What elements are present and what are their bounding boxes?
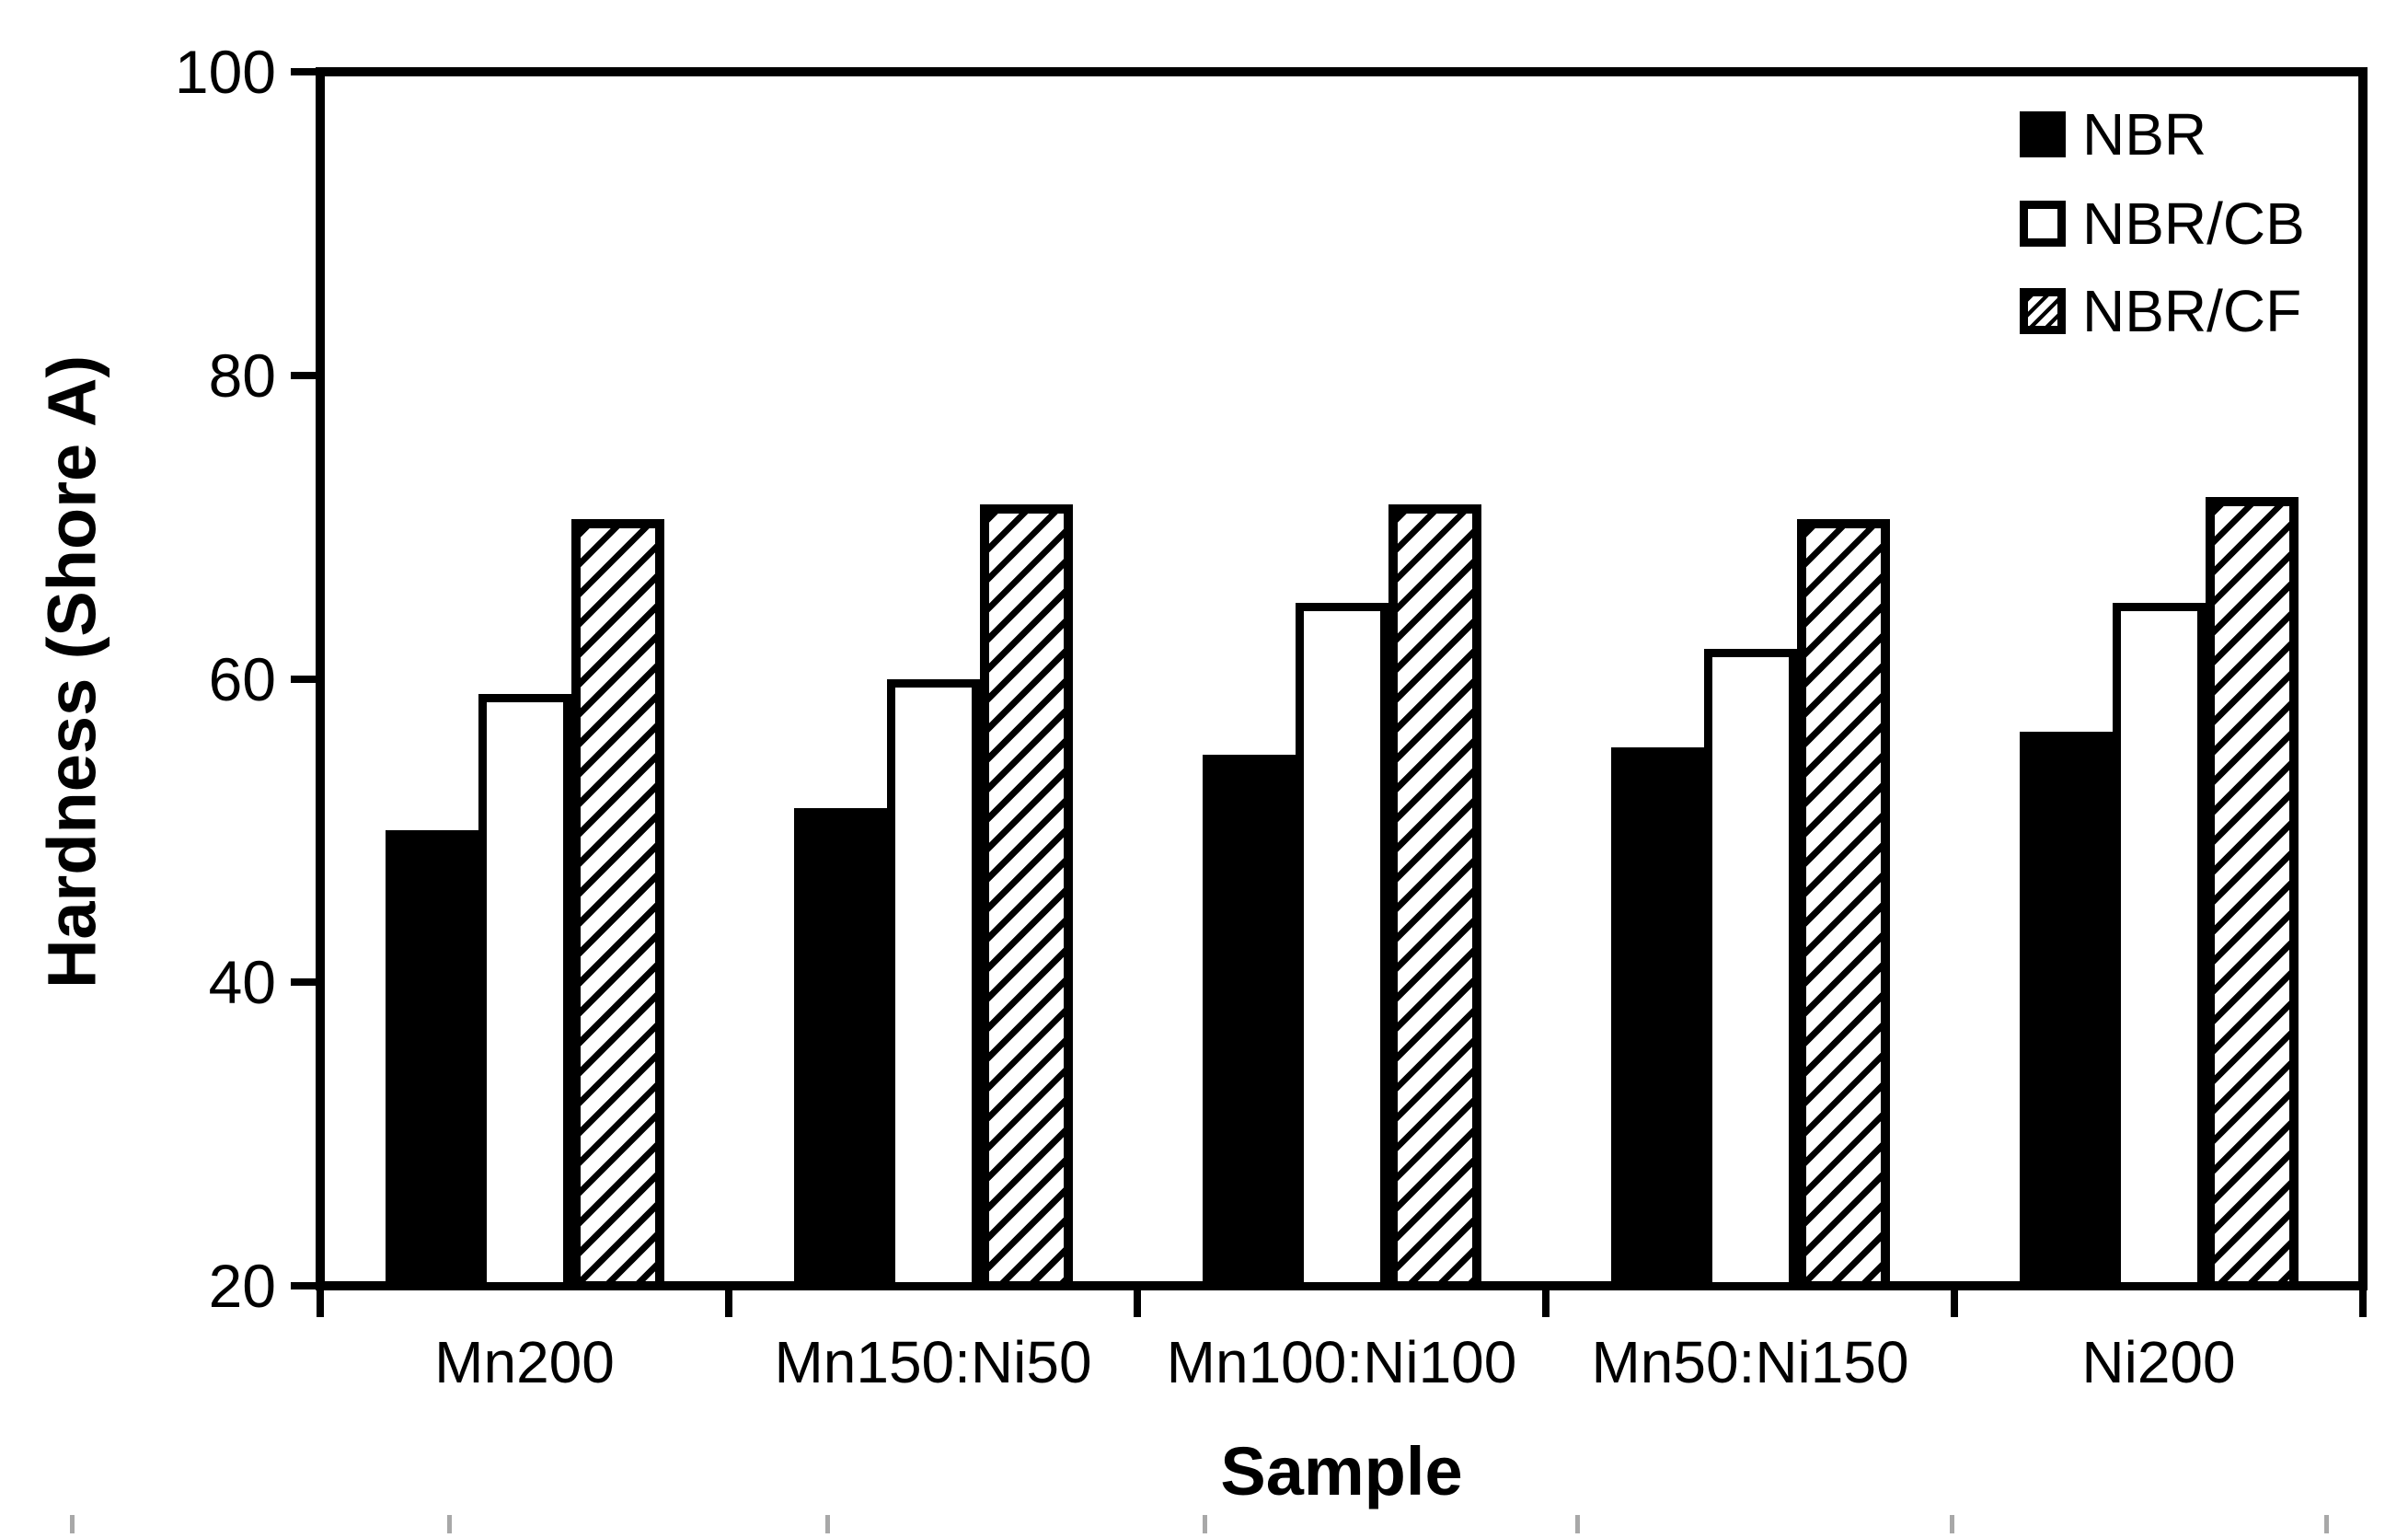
- bar-NBR-Mn150:Ni50: [793, 807, 887, 1290]
- bar-NBRCF-Mn100:Ni100: [1388, 503, 1481, 1290]
- y-tick-100: [291, 68, 318, 75]
- legend-label-NBR: NBR: [2082, 101, 2207, 168]
- bottom-artifact-tick-6: [2324, 1515, 2329, 1533]
- bar-NBRCB-Mn50:Ni150: [1703, 648, 1797, 1290]
- bar-NBR-Ni200: [2019, 732, 2113, 1290]
- x-tick-1: [725, 1286, 732, 1317]
- y-tick-40: [291, 978, 318, 987]
- bar-NBRCB-Mn150:Ni50: [886, 678, 980, 1290]
- bar-NBRCB-Mn200: [478, 693, 571, 1290]
- legend-label-NBRCF: NBR/CF: [2082, 278, 2302, 344]
- x-tick-5: [2359, 1286, 2367, 1317]
- bar-NBR-Mn50:Ni150: [1610, 746, 1704, 1290]
- bottom-artifact-tick-1: [447, 1515, 452, 1533]
- x-tick-0: [317, 1286, 324, 1317]
- legend-item-NBRCB: NBR/CB: [2020, 194, 2305, 253]
- y-tick-label-20: 20: [208, 1252, 276, 1320]
- bar-NBRCF-Mn150:Ni50: [979, 503, 1073, 1290]
- bottom-artifact-tick-4: [1575, 1515, 1580, 1533]
- y-tick-20: [291, 1282, 318, 1289]
- bottom-artifact-tick-0: [70, 1515, 75, 1533]
- bottom-artifact-tick-2: [825, 1515, 830, 1533]
- bar-NBR-Mn100:Ni100: [1202, 754, 1296, 1290]
- x-category-label-Mn200: Mn200: [434, 1329, 615, 1395]
- y-tick-label-100: 100: [174, 38, 276, 106]
- bar-NBRCF-Ni200: [2205, 496, 2299, 1290]
- y-tick-80: [291, 371, 318, 379]
- y-tick-label-60: 60: [208, 644, 276, 713]
- x-category-label-Mn50:Ni150: Mn50:Ni150: [1591, 1329, 1909, 1395]
- bar-NBRCB-Ni200: [2112, 603, 2206, 1290]
- legend-item-NBRCF: NBR/CF: [2020, 282, 2301, 341]
- bottom-artifact-tick-5: [1950, 1515, 1954, 1533]
- bar-NBRCF-Mn200: [570, 519, 664, 1290]
- bar-NBR-Mn200: [385, 830, 478, 1290]
- y-tick-label-80: 80: [208, 341, 276, 410]
- bar-NBRCB-Mn100:Ni100: [1295, 603, 1388, 1290]
- y-tick-label-40: 40: [208, 948, 276, 1017]
- x-tick-2: [1134, 1286, 1141, 1317]
- y-tick-60: [291, 675, 318, 683]
- x-category-label-Ni200: Ni200: [2081, 1329, 2236, 1395]
- legend-marker-NBRCF: [2020, 288, 2066, 334]
- bottom-artifact-tick-3: [1203, 1515, 1207, 1533]
- legend-marker-NBR: [2020, 111, 2066, 157]
- legend-marker-NBRCB: [2020, 201, 2066, 247]
- x-axis-title: Sample: [1220, 1433, 1463, 1509]
- legend-item-NBR: NBR: [2020, 105, 2206, 164]
- x-tick-4: [1951, 1286, 1958, 1317]
- x-category-label-Mn100:Ni100: Mn100:Ni100: [1166, 1329, 1517, 1395]
- x-tick-3: [1542, 1286, 1550, 1317]
- bar-NBRCF-Mn50:Ni150: [1796, 519, 1890, 1290]
- legend-label-NBRCB: NBR/CB: [2082, 191, 2305, 257]
- x-category-label-Mn150:Ni50: Mn150:Ni50: [774, 1329, 1092, 1395]
